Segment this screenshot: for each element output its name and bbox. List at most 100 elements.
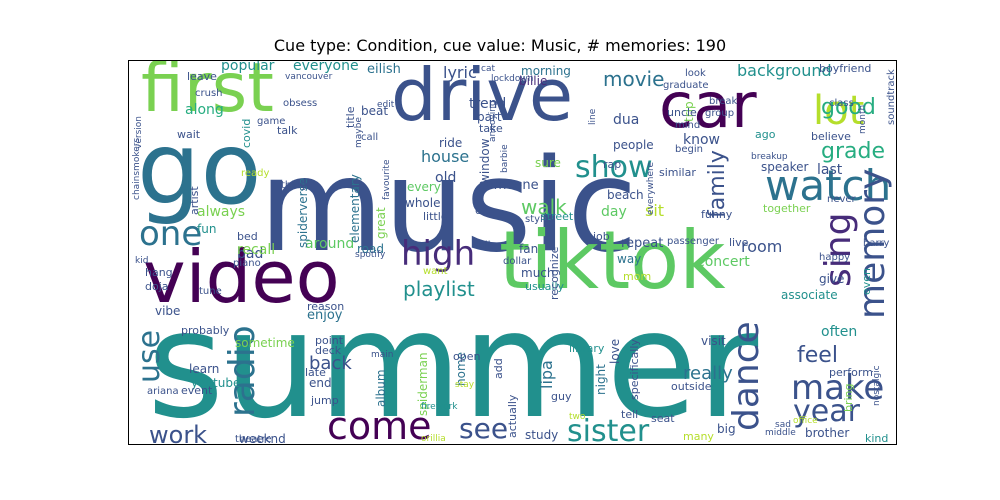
word-jump: jump: [311, 394, 339, 407]
word-theatre: theatre: [235, 434, 272, 445]
word-around: around: [305, 236, 355, 252]
word-lot: lot: [813, 88, 865, 134]
word-road: road: [357, 242, 384, 256]
word-way: way: [617, 252, 642, 266]
word-whole: whole: [405, 196, 441, 210]
word-line: line: [588, 108, 598, 125]
word-ride: ride: [439, 136, 463, 150]
word-sure: sure: [535, 156, 561, 170]
word-crush: crush: [195, 88, 223, 99]
word-middle: middle: [765, 428, 796, 438]
word-billie: billie: [519, 74, 548, 88]
word-dua: dua: [613, 112, 640, 128]
word-seat: seat: [651, 412, 675, 425]
word-begin: begin: [675, 144, 703, 155]
word-main: main: [371, 350, 394, 360]
word-show: show: [575, 150, 653, 185]
word-old: old: [435, 170, 457, 186]
word-job: job: [593, 230, 610, 243]
word-mind: mind: [675, 120, 701, 131]
word-often: often: [821, 324, 858, 340]
word-together: together: [763, 202, 811, 215]
word-uncle: uncle: [667, 106, 697, 119]
word-favourite: favourite: [382, 159, 392, 200]
word-ariana: ariana: [147, 386, 179, 397]
word-trend: trend: [469, 96, 507, 112]
word-video: video: [143, 235, 340, 319]
word-give: give: [819, 272, 845, 286]
word-see: see: [459, 412, 509, 445]
word-cloud: music summer go first drive car video tiktok wat…: [128, 60, 897, 445]
word-barbie: barbie: [500, 144, 510, 174]
word-call: call: [361, 132, 379, 143]
word-many: many: [683, 430, 714, 443]
word-good: good: [821, 95, 876, 120]
word-event: event: [181, 384, 213, 397]
word-artist: artist: [188, 185, 201, 215]
word-work: work: [149, 421, 208, 445]
word-live: live: [729, 236, 749, 249]
word-lyric: lyric: [443, 63, 477, 82]
word-street: street: [541, 210, 574, 223]
word-two: two: [569, 412, 586, 422]
word-back: back: [309, 353, 352, 374]
word-go: go: [137, 110, 262, 227]
word-happy: happy: [819, 252, 851, 263]
word-library: library: [569, 342, 605, 355]
word-grade: grade: [821, 139, 885, 164]
word-open: open: [453, 350, 481, 363]
word-piano: piano: [233, 258, 261, 269]
word-associate: associate: [781, 288, 838, 302]
word-know: know: [683, 132, 720, 148]
word-add: add: [492, 358, 505, 379]
word-passenger: passenger: [667, 236, 719, 247]
word-movie: movie: [603, 67, 665, 91]
word-repeat: repeat: [621, 236, 664, 251]
word-first: first: [141, 60, 274, 128]
word-ago: ago: [755, 128, 776, 141]
word-end: end: [309, 376, 332, 390]
word-spotify: spotify: [355, 250, 386, 260]
word-music: music: [259, 132, 638, 281]
word-popular: popular: [221, 60, 275, 74]
word-make: make: [791, 368, 885, 408]
word-last: last: [817, 162, 843, 178]
word-hang: hang: [145, 266, 173, 279]
word-beach: beach: [607, 188, 644, 202]
word-lipa: lipa: [537, 360, 556, 390]
word-bad: bad: [237, 246, 264, 262]
word-little: little: [423, 210, 448, 223]
word-window: window: [478, 138, 492, 185]
word-much: much: [521, 266, 555, 280]
word-actually: actually: [506, 394, 519, 438]
word-someone: someone: [479, 178, 539, 193]
word-orillia: orillia: [421, 434, 446, 444]
word-everywhere: everywhere: [646, 161, 656, 215]
word-really: really: [683, 363, 733, 384]
word-point: point: [315, 334, 344, 347]
word-vancouver: vancouver: [285, 72, 333, 82]
word-high: high: [401, 234, 476, 274]
word-class: class: [829, 98, 854, 109]
word-tell: tell: [621, 408, 639, 421]
word-deck: deck: [315, 344, 342, 357]
word-similar: similar: [659, 166, 696, 179]
word-dance: dance: [726, 321, 767, 431]
word-sister: sister: [567, 414, 650, 445]
word-house: house: [421, 147, 470, 166]
word-tune: tune: [199, 286, 222, 297]
word-graduate: graduate: [663, 80, 709, 91]
word-bed: bed: [237, 230, 258, 243]
word-outside: outside: [671, 380, 712, 393]
word-every: every: [407, 180, 441, 194]
word-ex: ex: [475, 204, 489, 217]
word-kind: kind: [865, 432, 889, 445]
word-great: great: [374, 207, 388, 239]
word-recall: recall: [237, 242, 276, 258]
word-even: even: [860, 268, 873, 296]
word-game: game: [257, 116, 286, 127]
word-beat: beat: [361, 104, 389, 118]
word-doja: doja: [145, 280, 169, 293]
chart-title: Cue type: Condition, cue value: Music, #…: [273, 36, 727, 55]
word-stay: stay: [455, 380, 475, 390]
